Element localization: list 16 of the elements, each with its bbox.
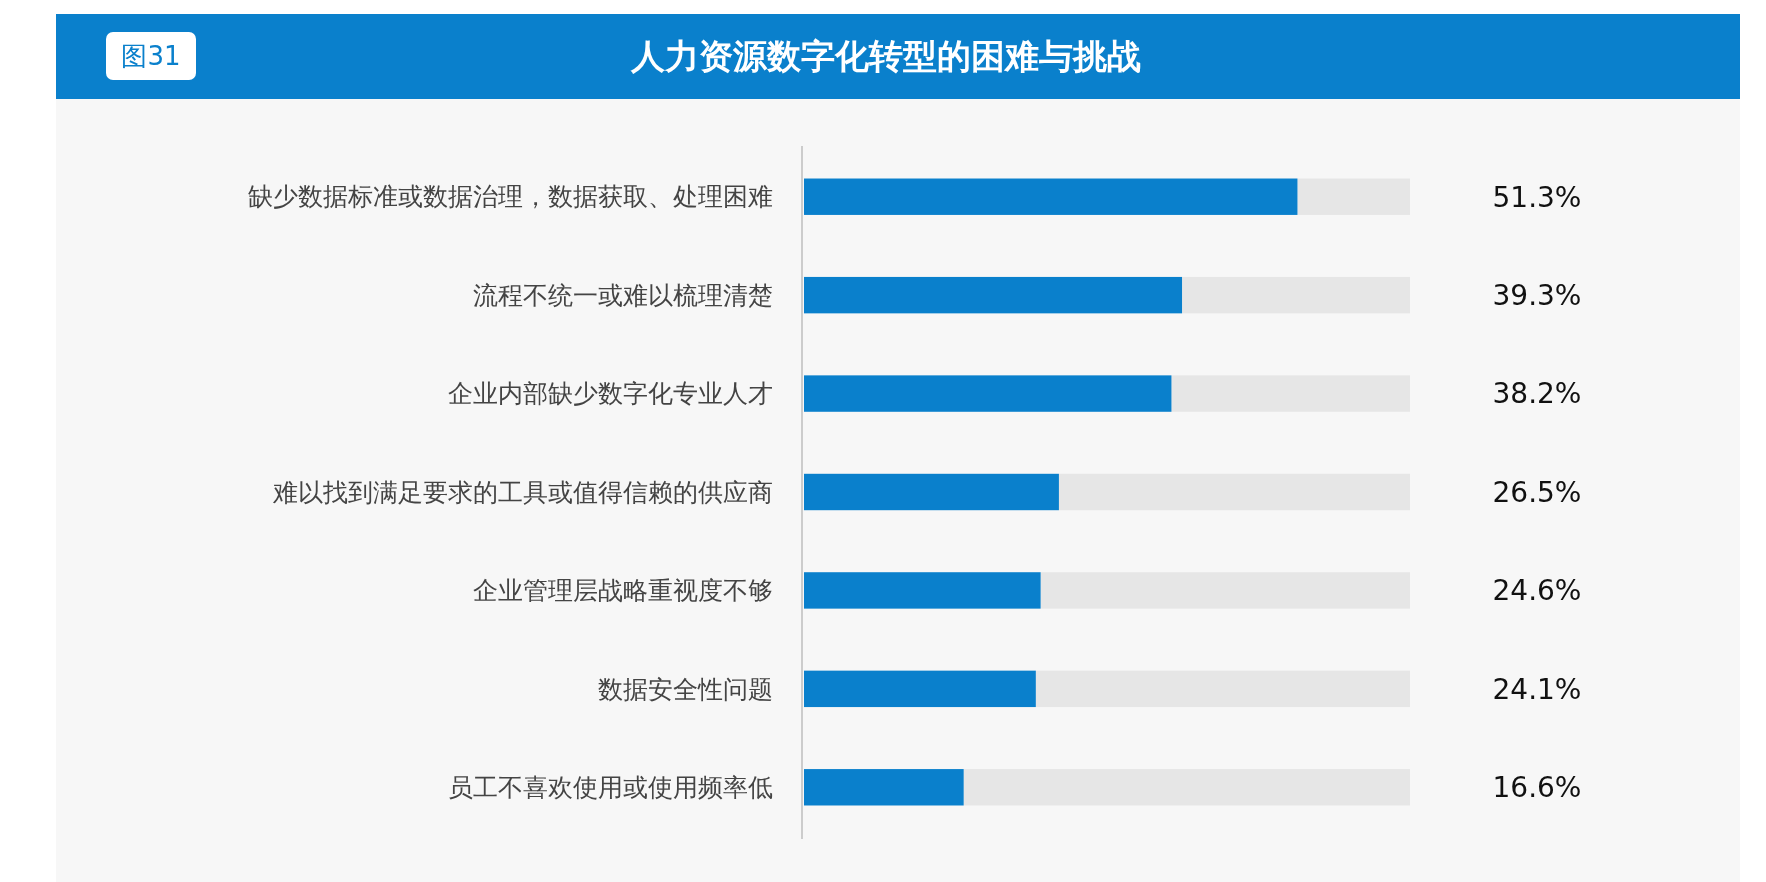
y-tick-label: 难以找到满足要求的工具或值得信赖的供应商 bbox=[272, 477, 773, 507]
y-tick-label: 缺少数据标准或数据治理，数据获取、处理困难 bbox=[248, 182, 773, 212]
y-tick-label: 企业内部缺少数字化专业人才 bbox=[448, 379, 773, 409]
data-label: 51.3% bbox=[1492, 180, 1582, 214]
y-tick-label: 流程不统一或难以梳理清楚 bbox=[473, 280, 773, 310]
caption: 图31 bbox=[121, 41, 181, 71]
data-label: 16.6% bbox=[1492, 771, 1582, 805]
y-tick-label: 员工不喜欢使用或使用频率低 bbox=[448, 773, 773, 803]
y-tick-label: 数据安全性问题 bbox=[598, 674, 773, 704]
data-label: 38.2% bbox=[1492, 377, 1582, 411]
data-label: 39.3% bbox=[1492, 278, 1582, 312]
data-label: 26.5% bbox=[1492, 475, 1582, 509]
y-tick-label: 企业管理层战略重视度不够 bbox=[473, 576, 773, 606]
data-label: 24.1% bbox=[1492, 672, 1582, 706]
chart-title: 人力资源数字化转型的困难与挑战 bbox=[630, 36, 1141, 76]
data-label: 24.6% bbox=[1492, 574, 1582, 608]
